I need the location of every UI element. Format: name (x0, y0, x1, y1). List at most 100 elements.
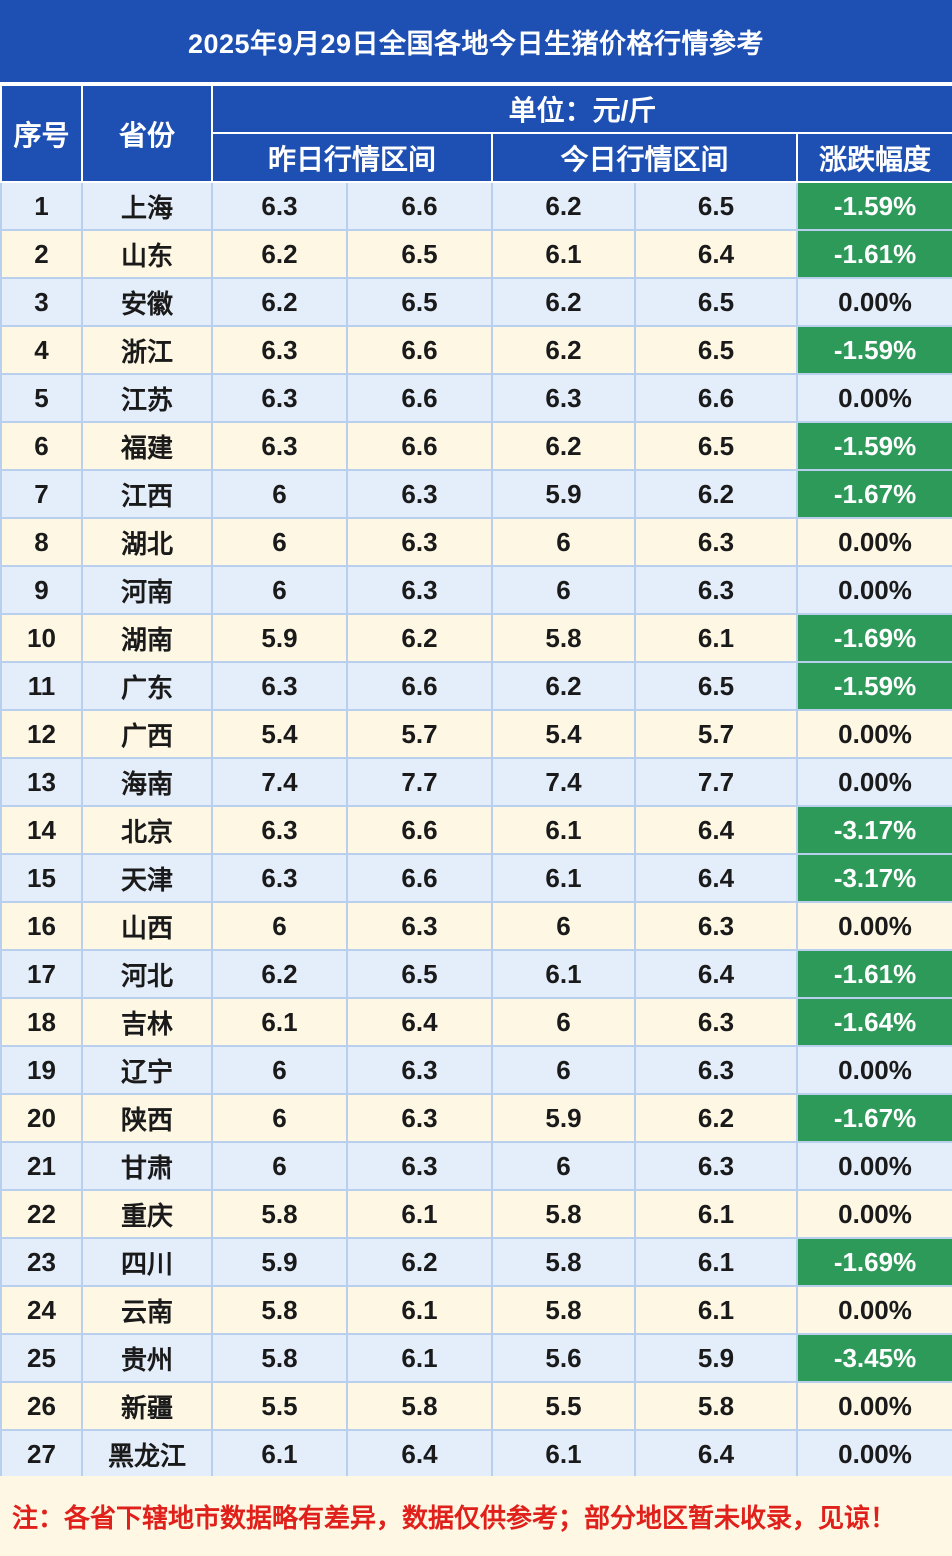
cell-yesterday-high: 6.6 (346, 181, 493, 231)
cell-province: 黑龙江 (81, 1429, 213, 1479)
cell-index: 18 (0, 997, 83, 1047)
cell-change: -3.17% (795, 805, 952, 855)
cell-change: -1.59% (795, 661, 952, 711)
cell-change: -1.59% (795, 181, 952, 231)
cell-yesterday-low: 5.8 (211, 1333, 348, 1383)
cell-province: 陕西 (81, 1093, 213, 1143)
cell-index: 12 (0, 709, 83, 759)
cell-province: 重庆 (81, 1189, 213, 1239)
cell-province: 北京 (81, 805, 213, 855)
cell-province: 四川 (81, 1237, 213, 1287)
table-row: 4 浙江 6.3 6.6 6.2 6.5 -1.59% (0, 325, 952, 375)
table-row: 8 湖北 6 6.3 6 6.3 0.00% (0, 517, 952, 567)
cell-yesterday-low: 6 (211, 901, 348, 951)
cell-yesterday-high: 6.6 (346, 661, 493, 711)
cell-province: 山西 (81, 901, 213, 951)
cell-change: -1.59% (795, 325, 952, 375)
cell-today-high: 6.3 (634, 1141, 798, 1191)
cell-yesterday-low: 5.9 (211, 613, 348, 663)
cell-index: 5 (0, 373, 83, 423)
table-row: 11 广东 6.3 6.6 6.2 6.5 -1.59% (0, 661, 952, 711)
cell-change: 0.00% (795, 757, 952, 807)
cell-yesterday-low: 6.3 (211, 325, 348, 375)
cell-today-low: 6.2 (491, 661, 636, 711)
cell-today-low: 6 (491, 1045, 636, 1095)
table-row: 24 云南 5.8 6.1 5.8 6.1 0.00% (0, 1285, 952, 1335)
table-row: 7 江西 6 6.3 5.9 6.2 -1.67% (0, 469, 952, 519)
cell-today-low: 6 (491, 517, 636, 567)
cell-today-low: 6 (491, 1141, 636, 1191)
table-row: 22 重庆 5.8 6.1 5.8 6.1 0.00% (0, 1189, 952, 1239)
cell-index: 7 (0, 469, 83, 519)
cell-province: 江苏 (81, 373, 213, 423)
cell-today-low: 6.1 (491, 853, 636, 903)
cell-province: 甘肃 (81, 1141, 213, 1191)
cell-today-low: 6.2 (491, 421, 636, 471)
cell-index: 21 (0, 1141, 83, 1191)
cell-today-low: 6.1 (491, 949, 636, 999)
cell-today-low: 6.3 (491, 373, 636, 423)
cell-yesterday-low: 6.3 (211, 421, 348, 471)
cell-yesterday-low: 6 (211, 517, 348, 567)
cell-change: 0.00% (795, 1045, 952, 1095)
table-row: 12 广西 5.4 5.7 5.4 5.7 0.00% (0, 709, 952, 759)
cell-yesterday-high: 6.3 (346, 1045, 493, 1095)
cell-change: -1.61% (795, 229, 952, 279)
cell-yesterday-high: 6.5 (346, 949, 493, 999)
cell-province: 湖北 (81, 517, 213, 567)
cell-index: 4 (0, 325, 83, 375)
cell-province: 广东 (81, 661, 213, 711)
cell-province: 广西 (81, 709, 213, 759)
header-province: 省份 (81, 84, 213, 183)
cell-yesterday-high: 7.7 (346, 757, 493, 807)
cell-today-high: 5.9 (634, 1333, 798, 1383)
cell-today-high: 7.7 (634, 757, 798, 807)
cell-today-high: 6.4 (634, 805, 798, 855)
cell-change: 0.00% (795, 517, 952, 567)
table-row: 1 上海 6.3 6.6 6.2 6.5 -1.59% (0, 181, 952, 231)
footnote: 注：各省下辖地市数据略有差异，数据仅供参考；部分地区暂未收录，见谅！ (0, 1476, 952, 1556)
cell-today-high: 6.1 (634, 1189, 798, 1239)
cell-today-low: 6 (491, 997, 636, 1047)
cell-index: 1 (0, 181, 83, 231)
table-row: 17 河北 6.2 6.5 6.1 6.4 -1.61% (0, 949, 952, 999)
cell-today-high: 6.5 (634, 421, 798, 471)
cell-province: 上海 (81, 181, 213, 231)
cell-today-high: 6.5 (634, 661, 798, 711)
cell-province: 河南 (81, 565, 213, 615)
cell-today-low: 6.1 (491, 805, 636, 855)
cell-today-high: 6.2 (634, 469, 798, 519)
cell-today-low: 7.4 (491, 757, 636, 807)
cell-change: -1.67% (795, 469, 952, 519)
cell-today-high: 6.5 (634, 325, 798, 375)
cell-change: -1.69% (795, 1237, 952, 1287)
cell-yesterday-high: 6.1 (346, 1333, 493, 1383)
cell-index: 19 (0, 1045, 83, 1095)
cell-province: 浙江 (81, 325, 213, 375)
cell-yesterday-high: 6.1 (346, 1189, 493, 1239)
cell-today-low: 5.8 (491, 613, 636, 663)
cell-yesterday-high: 6.6 (346, 421, 493, 471)
cell-yesterday-low: 6.3 (211, 373, 348, 423)
cell-index: 16 (0, 901, 83, 951)
table-row: 23 四川 5.9 6.2 5.8 6.1 -1.69% (0, 1237, 952, 1287)
cell-yesterday-high: 6.6 (346, 853, 493, 903)
cell-yesterday-high: 6.4 (346, 1429, 493, 1479)
cell-today-low: 5.6 (491, 1333, 636, 1383)
table-row: 25 贵州 5.8 6.1 5.6 5.9 -3.45% (0, 1333, 952, 1383)
table-row: 21 甘肃 6 6.3 6 6.3 0.00% (0, 1141, 952, 1191)
cell-yesterday-high: 6.1 (346, 1285, 493, 1335)
cell-province: 湖南 (81, 613, 213, 663)
header-yesterday-range: 昨日行情区间 (211, 132, 493, 183)
cell-index: 15 (0, 853, 83, 903)
cell-today-low: 6 (491, 901, 636, 951)
table-body: 1 上海 6.3 6.6 6.2 6.5 -1.59% 2 山东 6.2 6.5 6.1 6.4 -1.6… (0, 181, 952, 1479)
cell-yesterday-high: 6.2 (346, 1237, 493, 1287)
cell-today-low: 6.2 (491, 181, 636, 231)
cell-change: 0.00% (795, 277, 952, 327)
cell-change: -3.45% (795, 1333, 952, 1383)
cell-index: 2 (0, 229, 83, 279)
cell-today-low: 5.5 (491, 1381, 636, 1431)
cell-yesterday-high: 6.3 (346, 469, 493, 519)
cell-yesterday-low: 5.9 (211, 1237, 348, 1287)
